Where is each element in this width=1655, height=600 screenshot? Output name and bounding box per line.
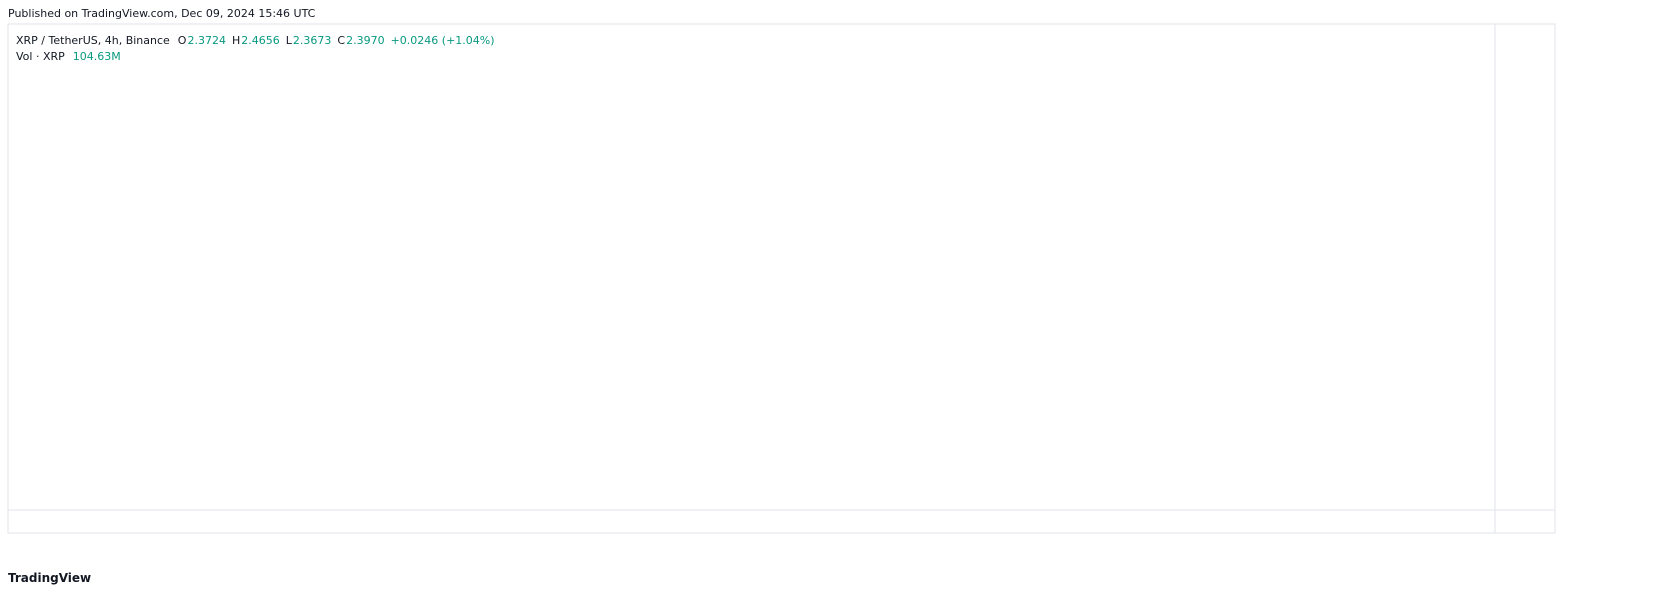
published-note: Published on TradingView.com, Dec 09, 20… [8, 7, 316, 20]
ohlc-value: 2.4656 [241, 34, 280, 47]
volume-legend: Vol · XRP 104.63M [16, 49, 501, 65]
ohlc-key: L [285, 34, 292, 47]
ohlc-key: H [231, 34, 241, 47]
symbol: XRP / TetherUS, 4h, Binance [16, 34, 170, 47]
ohlc-value: 2.3724 [187, 34, 226, 47]
legend: XRP / TetherUS, 4h, Binance O2.3724 H2.465… [16, 33, 501, 65]
ohlc-value: 2.3970 [346, 34, 385, 47]
chart-frame [7, 23, 1556, 534]
ohlc-key: O [177, 34, 187, 47]
price-legend: XRP / TetherUS, 4h, Binance O2.3724 H2.465… [16, 33, 501, 49]
volume-value: 104.63M [72, 50, 121, 63]
ohlc-value: 2.3673 [292, 34, 332, 47]
volume-title: Vol · XRP [16, 50, 65, 63]
ohlc-key: C [337, 34, 346, 47]
footer-logo: TradingView [8, 571, 92, 585]
ohlc-items: O2.3724 H2.4656 L2.3673 C2.3970 [178, 34, 391, 47]
change: +0.0246 (+1.04%) [390, 34, 495, 47]
